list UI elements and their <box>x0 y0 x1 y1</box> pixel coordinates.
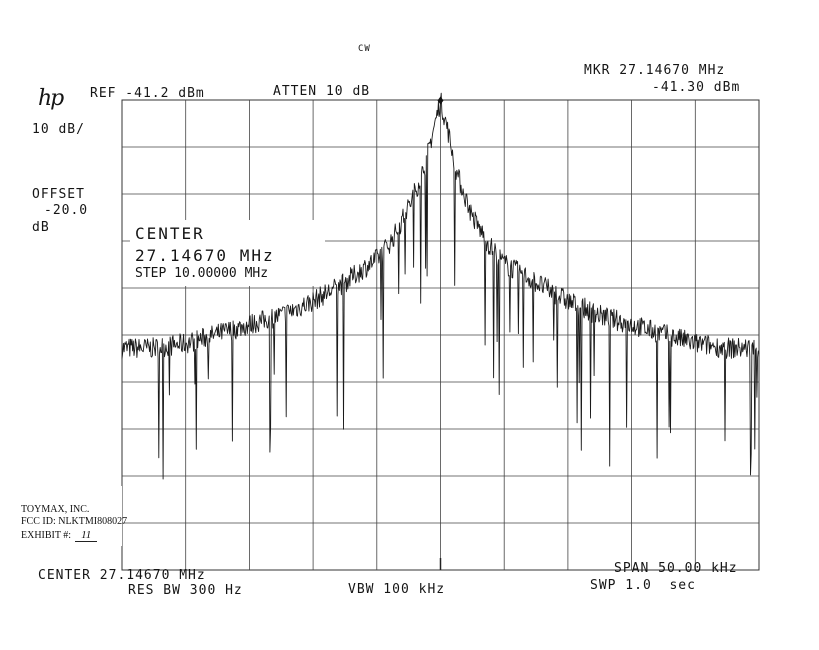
marker-frequency: MKR 27.14670 MHz <box>584 63 726 78</box>
attenuation: ATTEN 10 dB <box>273 84 371 99</box>
footer-sweep-time: SWP 1.0 sec <box>590 578 696 593</box>
mode-label: CW <box>358 44 371 54</box>
offset-unit: dB <box>32 220 50 235</box>
stamp-exhibit-label: EXHIBIT #: <box>21 530 72 541</box>
stamp-exhibit-number: 11 <box>75 529 98 542</box>
marker-level: -41.30 dBm <box>652 80 741 95</box>
footer-center-frequency: CENTER 27.14670 MHz <box>38 568 206 583</box>
marker-diamond <box>437 96 444 105</box>
exhibit-stamp: TOYMAX, INC. FCC ID: NLKTMI808027 EXHIBI… <box>20 486 127 546</box>
footer-resolution-bandwidth: RES BW 300 Hz <box>128 583 243 598</box>
vertical-scale: 10 dB/ <box>32 122 85 137</box>
reference-level: REF -41.2 dBm <box>90 86 205 101</box>
center-box-frequency: 27.14670 MHz <box>135 246 275 265</box>
stamp-exhibit: EXHIBIT #: 11 <box>21 529 98 542</box>
center-box-step: STEP 10.00000 MHz <box>135 266 269 281</box>
stamp-fcc-id: FCC ID: NLKTMI808027 <box>21 516 128 527</box>
offset-label: OFFSET <box>32 187 85 202</box>
hp-logo: hp <box>38 86 64 111</box>
footer-span: SPAN 50.00 kHz <box>614 561 738 576</box>
footer-video-bandwidth: VBW 100 kHz <box>348 582 446 597</box>
center-box-mask <box>130 220 325 286</box>
stamp-company: TOYMAX, INC. <box>21 504 90 515</box>
offset-value: -20.0 <box>44 203 89 218</box>
graticule-grid <box>122 100 759 570</box>
center-box-title: CENTER <box>135 224 205 243</box>
